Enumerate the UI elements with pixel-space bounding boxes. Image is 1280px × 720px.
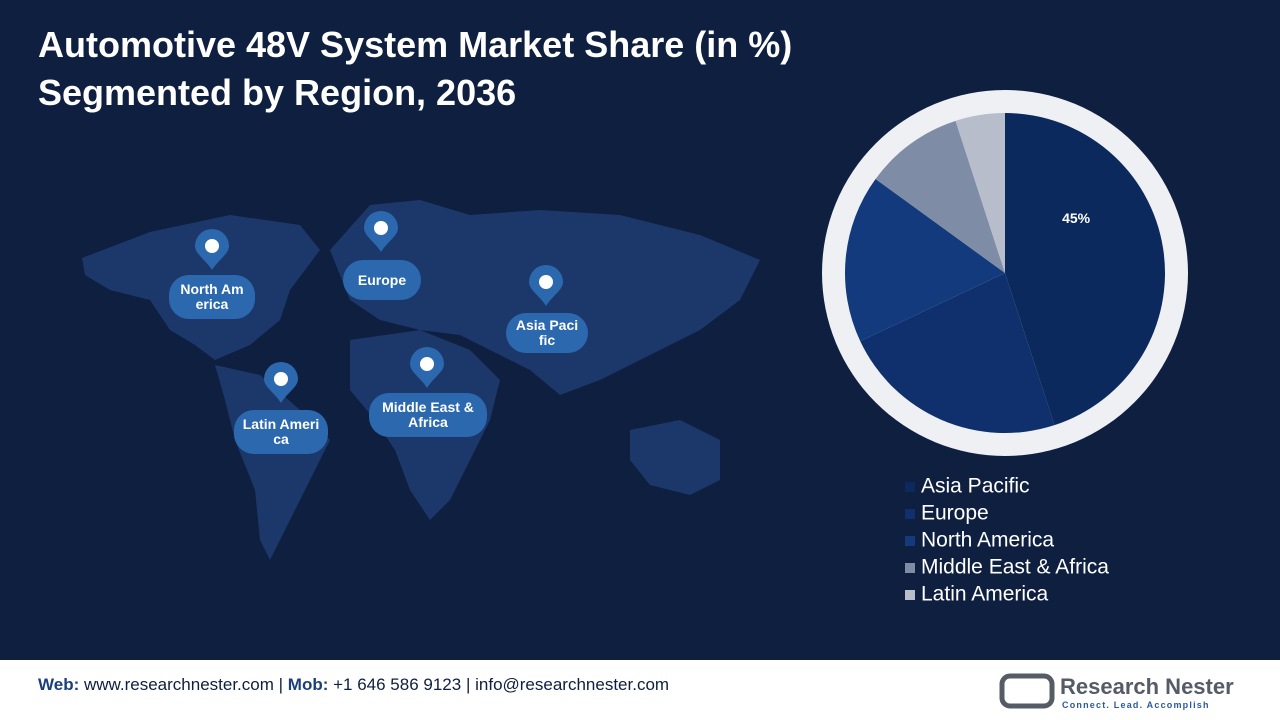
mob: +1 646 586 9123 — [333, 675, 461, 694]
separator: | — [466, 675, 470, 694]
pie-slice — [845, 178, 1005, 342]
map-pin-dot — [539, 275, 553, 289]
map-pin-dot — [374, 221, 388, 235]
chart-title: Automotive 48V System Market Share (in %… — [38, 24, 793, 65]
chart-subtitle: Segmented by Region, 2036 — [38, 72, 517, 113]
legend-label: North America — [921, 529, 1054, 552]
email: info@researchnester.com — [475, 675, 669, 694]
legend-label: Middle East & Africa — [921, 556, 1109, 579]
pie-slice — [875, 120, 1005, 273]
logo-name: Research Nester — [1060, 674, 1234, 699]
footer-band — [0, 660, 1280, 720]
mob-label: Mob: — [288, 675, 329, 694]
pie-slice — [1005, 113, 1165, 426]
pie-slice — [860, 273, 1055, 433]
legend-label: Asia Pacific — [921, 475, 1030, 498]
map-label: Latin America — [234, 410, 328, 454]
map-label: Europe — [343, 260, 421, 300]
legend-swatch — [905, 482, 915, 492]
legend-label: Europe — [921, 502, 989, 525]
legend-swatch — [905, 536, 915, 546]
map-pin-dot — [205, 239, 219, 253]
logo-tagline: Connect. Lead. Accomplish — [1062, 700, 1210, 710]
pie-slice — [955, 113, 1005, 273]
legend-label: Latin America — [921, 583, 1049, 606]
legend-swatch — [905, 563, 915, 573]
separator: | — [279, 675, 283, 694]
web: www.researchnester.com — [83, 675, 274, 694]
logo-icon — [999, 673, 1055, 709]
legend-swatch — [905, 590, 915, 600]
map-pin-dot — [420, 357, 434, 371]
map-label: Middle East & Africa — [369, 393, 487, 437]
data-label: 45% — [1062, 210, 1091, 226]
web-label: Web: — [38, 675, 79, 694]
legend-swatch — [905, 509, 915, 519]
footer-text: Web: www.researchnester.com | Mob: +1 64… — [38, 675, 669, 694]
map-label: North America — [169, 275, 255, 319]
map-pin-dot — [274, 372, 288, 386]
map-label: Asia Pacific — [506, 313, 588, 353]
